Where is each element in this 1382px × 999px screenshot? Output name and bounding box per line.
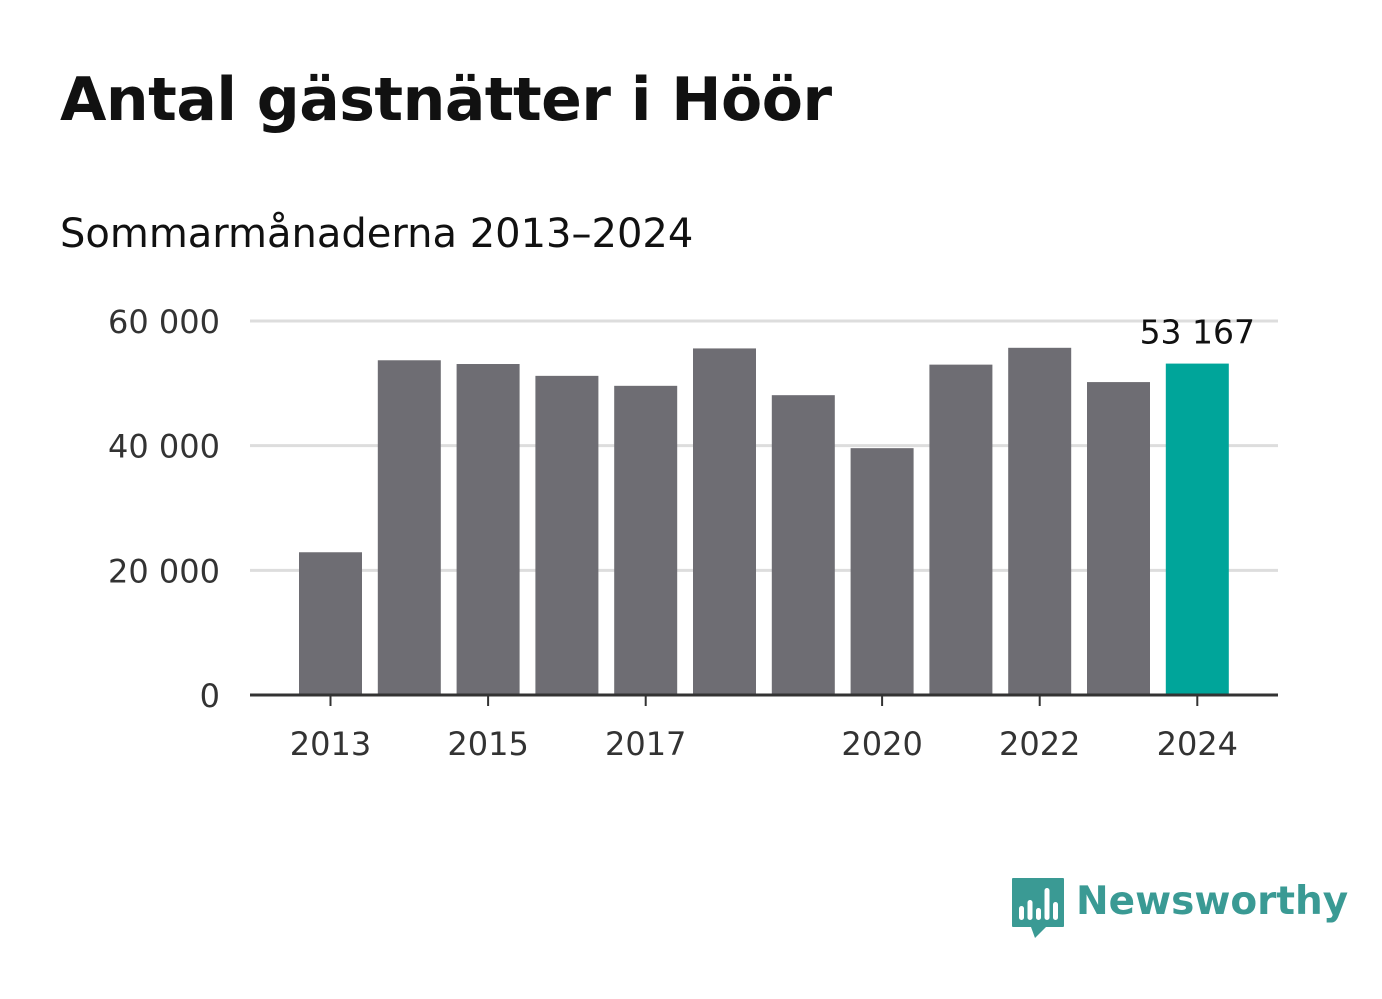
x-tick-label: 2013 [290,725,371,763]
bar-2022 [1008,347,1072,695]
highlight-value-label: 53 167 [1140,313,1255,352]
bar-2023 [1087,382,1150,695]
bar-2017 [614,385,678,695]
x-tick-label: 2017 [605,725,686,763]
chart-title: Antal gästnätter i Höör [60,65,832,135]
chart-subtitle: Sommarmånaderna 2013–2024 [60,211,694,257]
x-tick-label: 2022 [999,725,1080,763]
newsworthy-logo: Newsworthy [1010,876,1348,942]
bar-2013 [299,552,362,695]
x-tick-label: 2015 [447,725,528,763]
labels: 0 20 000 40 000 60 000 2013 2015 2017 2020 2022 2… [108,303,1255,763]
y-tick-label: 60 000 [108,303,220,341]
bars [299,347,1229,695]
bar-2018 [693,348,756,695]
axes [250,693,1278,706]
x-tick-label: 2024 [1157,725,1238,763]
bar-2021 [929,364,993,695]
y-tick-label: 0 [200,677,220,715]
y-tick-label: 40 000 [108,428,220,466]
bar-2020 [850,448,914,695]
brand-name: Newsworthy [1076,879,1349,924]
bar-2019 [771,395,835,695]
y-tick-label: 20 000 [108,552,220,590]
bar-2024 [1165,363,1229,695]
bar-2014 [377,360,441,695]
bar-2016 [535,375,599,695]
x-tick-label: 2020 [841,725,922,763]
bar-chart-speech-bubble-icon [1012,878,1064,938]
bar-2015 [456,364,520,695]
